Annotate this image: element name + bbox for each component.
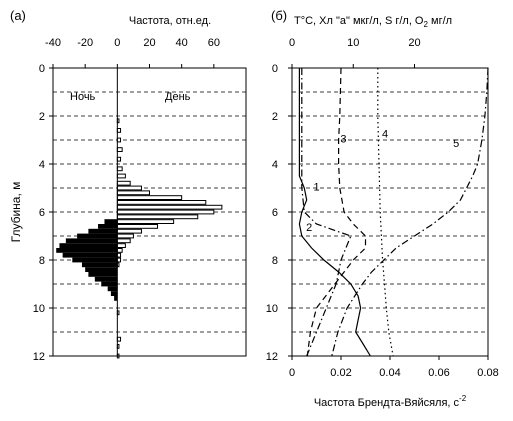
night-bar xyxy=(88,228,118,234)
profile-line-4 xyxy=(377,68,394,357)
night-bar xyxy=(62,252,118,258)
night-label: Ночь xyxy=(70,91,96,103)
panel-a-x-tick-label: -40 xyxy=(45,37,61,49)
day-bar xyxy=(116,248,123,253)
panel-a-y-tick-label: 2 xyxy=(39,111,45,123)
panel-b-y-tick-label: 6 xyxy=(272,207,278,219)
profile-line-1 xyxy=(298,68,371,357)
panel-a-x-tick-label: 0 xyxy=(114,37,120,49)
night-bar xyxy=(72,257,118,263)
profile-label-4: 4 xyxy=(382,129,388,141)
night-bar xyxy=(114,296,118,301)
panel-b-top-tick-label: 20 xyxy=(408,37,420,49)
profile-label-5: 5 xyxy=(453,138,459,150)
panel-b-bottom-tick-label: 0.04 xyxy=(379,367,400,379)
panel-b-y-tick-label: 12 xyxy=(266,351,278,363)
day-bar xyxy=(116,195,183,200)
profile-label-1: 1 xyxy=(313,181,319,193)
day-bar xyxy=(116,224,159,229)
panel-b-bottom-axis-title: Частота Брендта-Вяйсяля, с-2 xyxy=(314,394,467,409)
profile-line-5 xyxy=(331,67,489,357)
profile-label-2: 2 xyxy=(306,222,312,234)
panel-a-x-tick-label: 40 xyxy=(176,37,188,49)
panel-b-y-tick-label: 8 xyxy=(272,255,278,267)
panel-a-x-tick-label: 20 xyxy=(143,37,155,49)
night-bar xyxy=(98,224,118,229)
night-bar xyxy=(56,248,118,253)
panel-b-frame xyxy=(291,67,489,357)
day-label: День xyxy=(165,91,191,103)
profile-label-3: 3 xyxy=(340,133,346,145)
day-bar xyxy=(116,147,123,152)
day-bar xyxy=(116,185,142,191)
panel-b-gridlines xyxy=(292,91,488,333)
panel-b-top-tick-label: 10 xyxy=(347,37,359,49)
day-bar xyxy=(116,200,207,205)
panel-a-x-tick-label: -20 xyxy=(77,37,93,49)
panel-a-axes: -40 -20 0 20 40 60 0 2 4 6 8 10 12 xyxy=(33,37,220,363)
panel-a-y-tick-label: 8 xyxy=(39,255,45,267)
panel-a-bars xyxy=(56,118,223,359)
panel-b-bottom-tick-label: 0.02 xyxy=(330,367,351,379)
day-bar xyxy=(116,166,123,172)
panel-b-bottom-tick-label: 0.06 xyxy=(428,367,449,379)
panel-a-top-axis-title: Частота, отн.ед. xyxy=(129,15,211,27)
panel-a-frame xyxy=(52,67,247,357)
day-bar xyxy=(116,190,151,196)
panel-b-y-tick-label: 0 xyxy=(272,63,278,75)
night-bar xyxy=(77,233,118,239)
panel-b-y-tick-label: 2 xyxy=(272,111,278,123)
profile-line-2 xyxy=(301,68,352,357)
panel-b-bottom-tick-label: 0 xyxy=(289,367,295,379)
panel-a-x-tick-label: 60 xyxy=(208,37,220,49)
panel-a-y-tick-label: 6 xyxy=(39,207,45,219)
day-bar xyxy=(116,173,126,179)
night-bar xyxy=(88,272,118,277)
panel-a-y-tick-label: 12 xyxy=(33,351,45,363)
day-bar xyxy=(116,214,199,220)
night-bar xyxy=(81,262,118,268)
panel-a-y-tick-label: 10 xyxy=(33,303,45,315)
night-bar xyxy=(107,286,118,292)
panel-a-y-axis-title: Глубина, м xyxy=(9,182,23,243)
night-bar xyxy=(85,267,118,272)
panel-b-y-tick-label: 10 xyxy=(266,303,278,315)
day-bar xyxy=(116,219,175,224)
night-bar xyxy=(104,219,118,224)
panel-a-y-tick-label: 0 xyxy=(39,63,45,75)
day-bar xyxy=(116,228,142,234)
night-bar xyxy=(101,281,118,287)
day-bar xyxy=(116,209,215,215)
night-bar xyxy=(110,291,118,296)
day-bar xyxy=(116,233,134,239)
day-bar xyxy=(116,204,223,210)
day-bar xyxy=(116,243,126,248)
panel-b-bottom-tick-label: 0.08 xyxy=(477,367,498,379)
panel-b-y-tick-label: 4 xyxy=(272,159,278,171)
night-bar xyxy=(65,238,118,244)
panel-b-profiles: 1 2 3 4 5 xyxy=(298,67,489,357)
panel-a-y-tick-label: 4 xyxy=(39,159,45,171)
panel-b-top-axis-title: T°C, Хл "а" мкг/л, S г/л, O2 мг/л xyxy=(294,15,452,29)
day-bar xyxy=(116,180,131,186)
panel-b-label: (б) xyxy=(271,8,287,23)
night-bar xyxy=(94,276,118,282)
night-bar xyxy=(59,243,118,248)
panel-b-top-tick-label: 0 xyxy=(289,37,295,49)
panel-a-label: (а) xyxy=(10,8,26,23)
profile-line-3 xyxy=(306,67,367,357)
day-bar xyxy=(116,238,131,244)
